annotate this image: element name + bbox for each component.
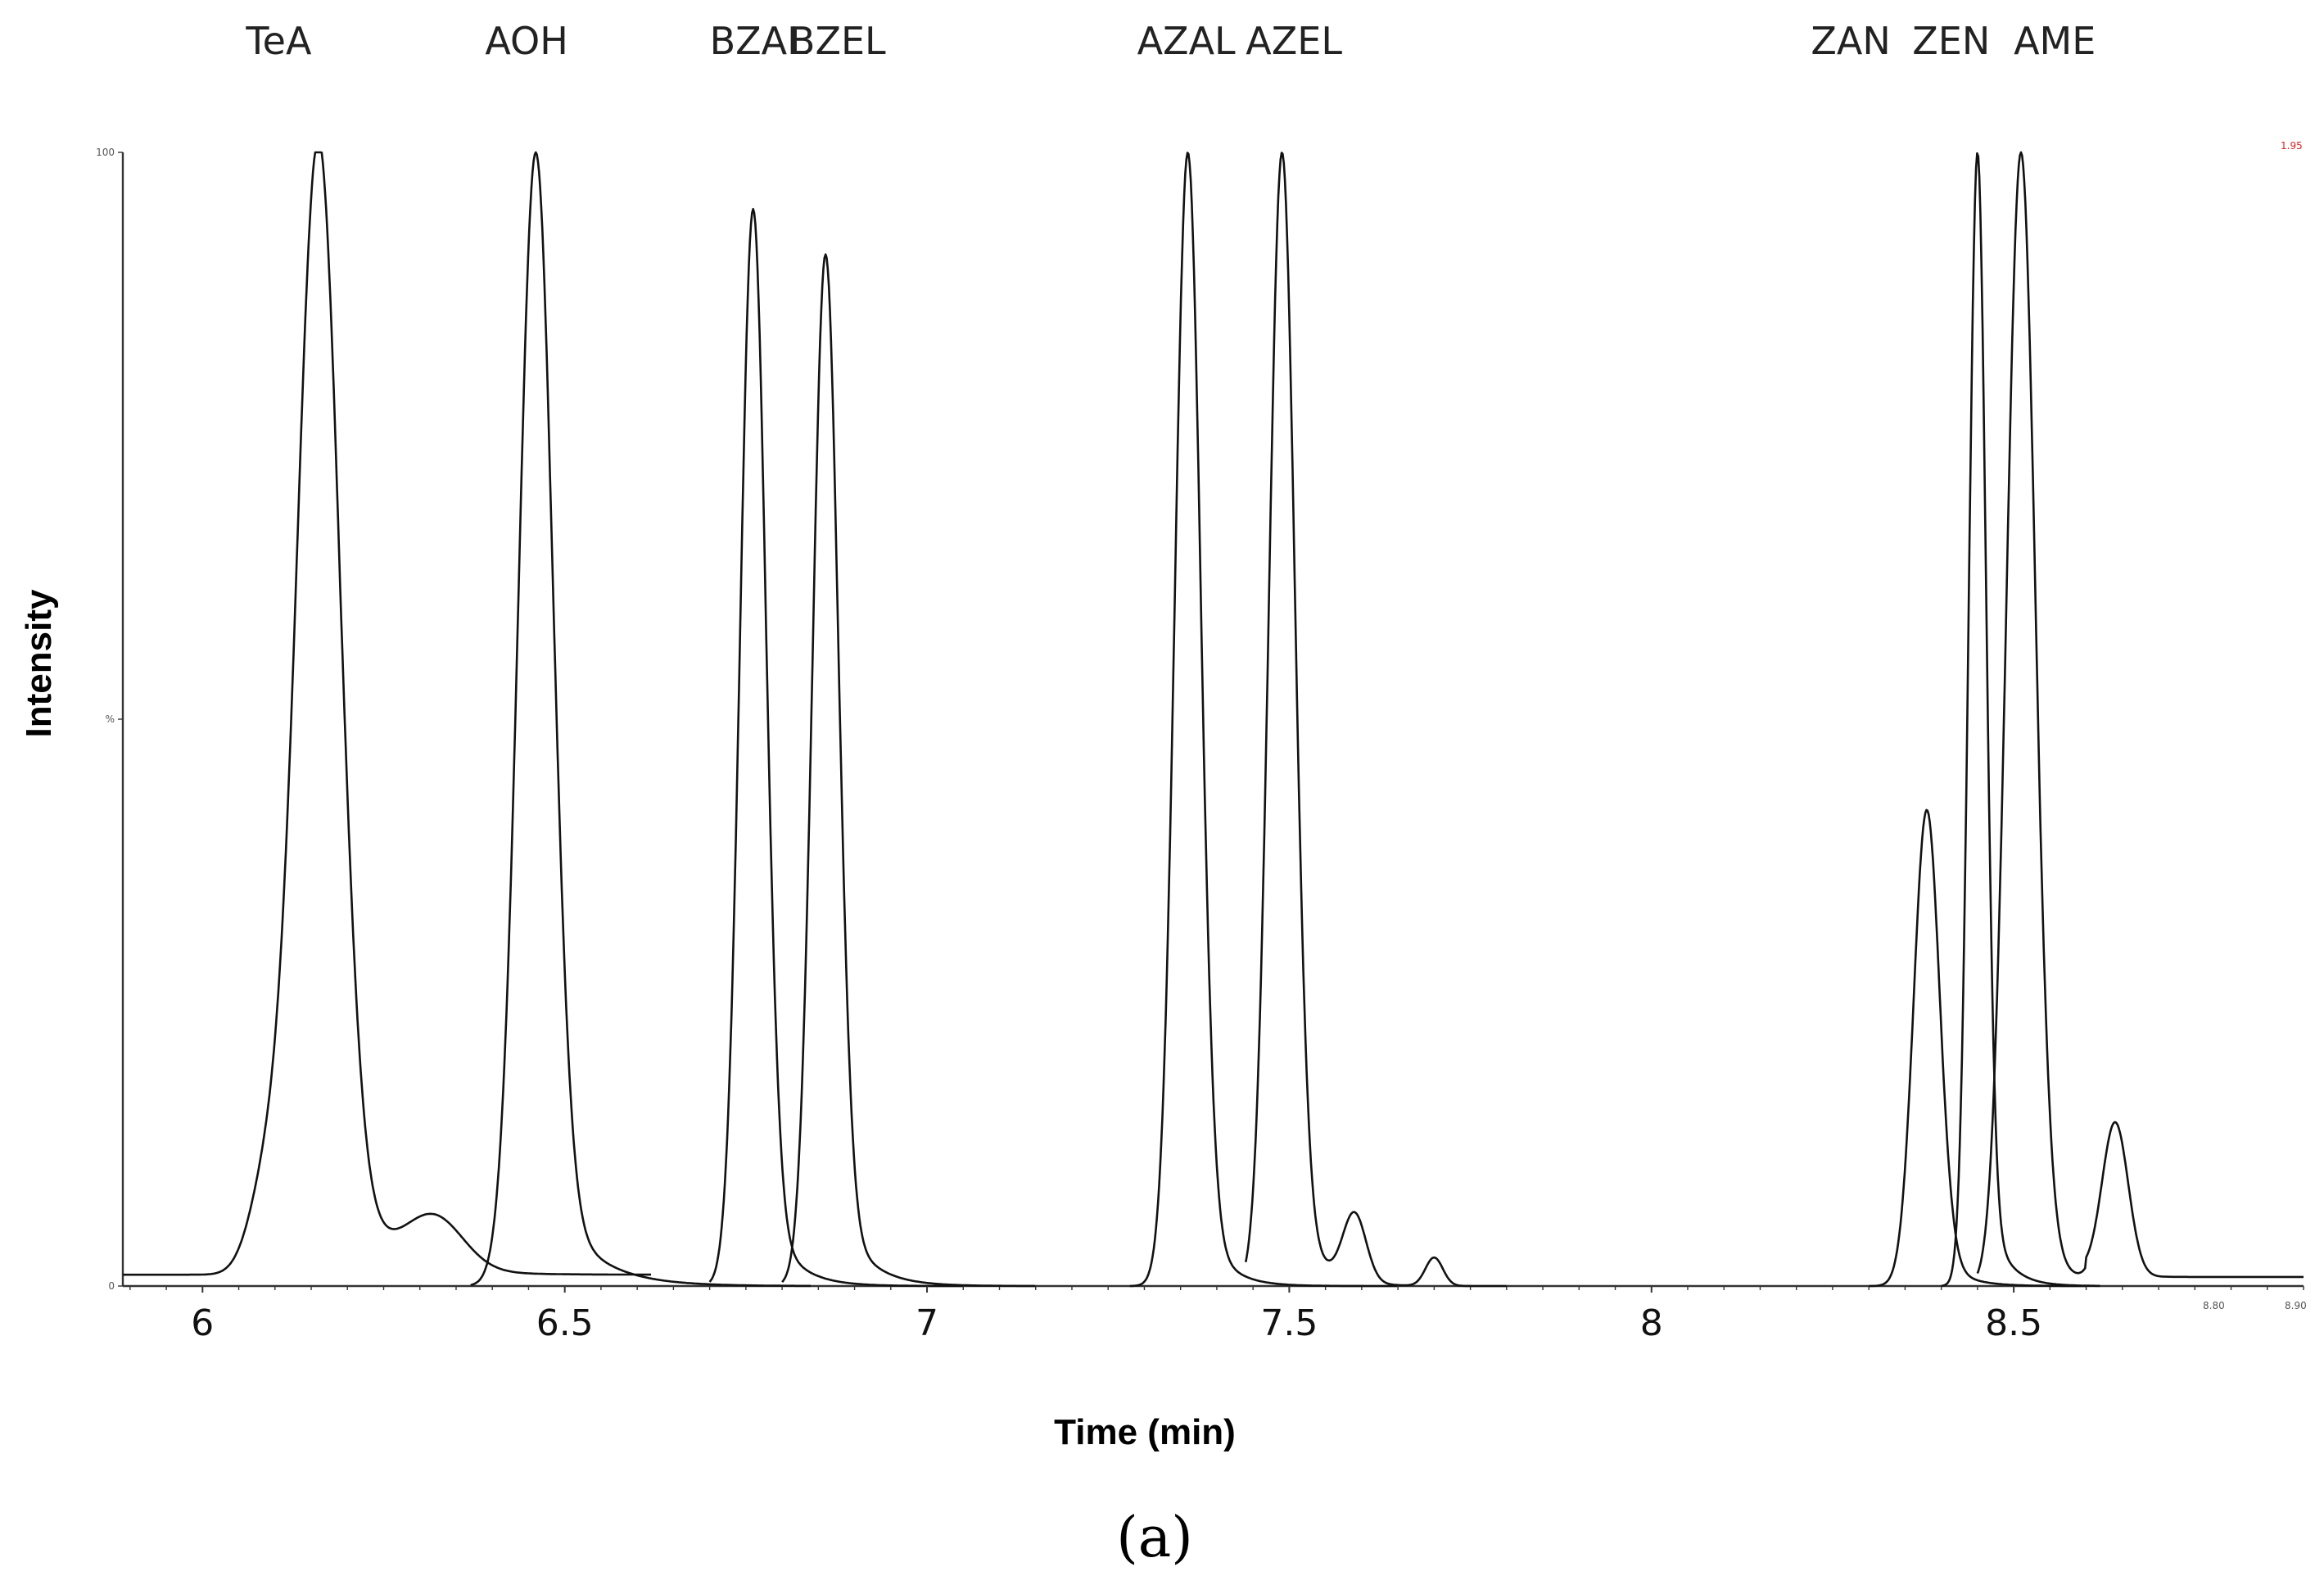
- x-corner-label-left: 8.80: [2203, 1300, 2225, 1311]
- peak-label-zan: ZAN: [1811, 19, 1890, 63]
- x-minor-ticks: [129, 1286, 2304, 1290]
- peak-label-aoh: AOH: [485, 19, 567, 63]
- y-tick-label: %: [106, 713, 115, 725]
- peak-label-bzel: BZEL: [789, 19, 886, 63]
- x-corner-label-right: 8.90: [2285, 1300, 2307, 1311]
- y-axis-marks: 100% 0: [96, 147, 123, 1292]
- peak-label-azal: AZAL: [1137, 19, 1236, 63]
- x-tick-label: 7: [916, 1302, 938, 1344]
- peak-label-bzal: BZAL: [710, 19, 809, 63]
- trace-bzal: [708, 207, 963, 1288]
- trace-ame: [1976, 151, 2304, 1279]
- x-tick-label: 8.5: [1985, 1302, 2042, 1344]
- trace-azel: [1245, 152, 1507, 1288]
- peak-label-azel: AZEL: [1246, 19, 1342, 63]
- y-axis-title: Intensity: [19, 589, 59, 737]
- y-corner-label-right: 1.95: [2281, 140, 2303, 152]
- chromatogram-traces: [123, 151, 2304, 1288]
- peak-label-ame: AME: [2014, 19, 2096, 63]
- trace-zan: [1869, 808, 2087, 1288]
- peak-label-zen: ZEN: [1912, 19, 1990, 63]
- figure-caption: (a): [1116, 1506, 1193, 1570]
- trace-aoh: [470, 151, 811, 1288]
- x-tick-labels: 6 6.5 7 7.5 8 8.5: [191, 1286, 2042, 1344]
- y-tick-label: 0: [108, 1280, 115, 1292]
- peak-label-tea: TeA: [245, 19, 312, 63]
- trace-tea: [123, 151, 651, 1276]
- x-tick-label: 6.5: [536, 1302, 594, 1344]
- trace-azal: [1129, 152, 1398, 1288]
- x-tick-label: 7.5: [1260, 1302, 1318, 1344]
- x-axis-title: Time (min): [1054, 1412, 1236, 1452]
- x-tick-label: 8: [1640, 1302, 1663, 1344]
- trace-zen: [1941, 152, 2100, 1288]
- trace-bzel: [781, 253, 1036, 1288]
- y-tick-label: 100: [96, 147, 115, 158]
- x-tick-label: 6: [191, 1302, 214, 1344]
